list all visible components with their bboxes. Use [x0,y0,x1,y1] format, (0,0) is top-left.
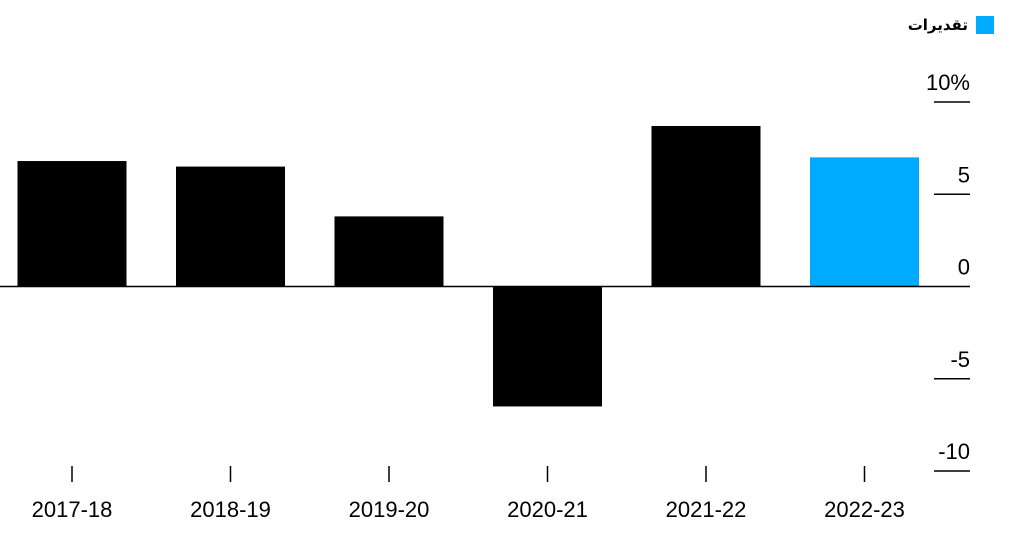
x-tick-label-2022-23: 2022-23 [824,497,905,522]
x-tick-label-2019-20: 2019-20 [349,497,430,522]
bar-2019-20 [334,216,444,287]
bar-2021-22 [651,125,761,287]
y-tick-label-0: 10% [926,70,970,95]
x-tick-label-2018-19: 2018-19 [190,497,271,522]
y-tick-label-4: -10 [938,439,970,464]
legend-swatch [976,16,994,34]
bar-2022-23 [810,157,919,287]
x-tick-label-2020-21: 2020-21 [507,497,588,522]
bar-2017-18 [17,161,127,287]
bar-2018-19 [176,166,285,287]
legend: تقديرات [908,16,994,34]
bar-2020-21 [493,286,602,407]
y-tick-label-1: 5 [958,162,970,187]
x-tick-label-2017-18: 2017-18 [32,497,113,522]
y-tick-label-3: -5 [950,347,970,372]
y-tick-label-2: 0 [958,255,970,280]
x-tick-label-2021-22: 2021-22 [666,497,747,522]
legend-label-estimates: تقديرات [907,17,968,34]
